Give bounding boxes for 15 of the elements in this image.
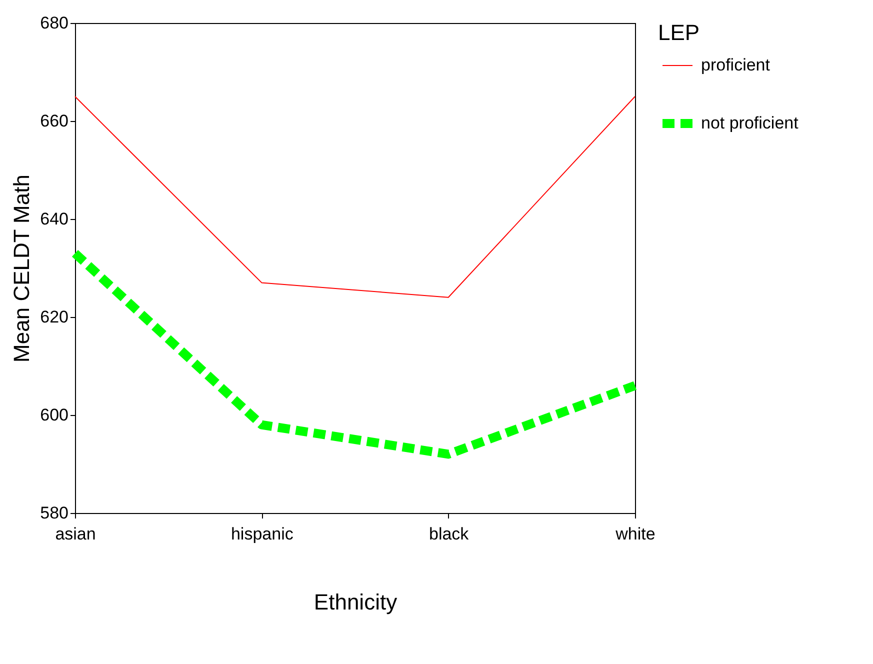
legend-label: proficient: [701, 56, 770, 74]
y-tick-label: 680: [40, 14, 68, 32]
x-tick-label: white: [614, 524, 656, 544]
y-tick-label: 660: [40, 112, 68, 130]
y-tick-label: 600: [40, 406, 68, 424]
legend-title: LEP: [658, 20, 700, 45]
y-axis-title: Mean CELDT Math: [9, 174, 34, 362]
x-tick-label: hispanic: [230, 524, 294, 544]
y-tick-label: 580: [40, 504, 68, 522]
legend-label: not proficient: [701, 114, 799, 132]
y-tick-label: 620: [40, 308, 68, 326]
x-axis-title: Ethnicity: [314, 590, 398, 614]
x-tick-label: black: [428, 524, 470, 544]
x-tick-label: asian: [55, 524, 96, 544]
y-tick-label: 640: [40, 210, 68, 228]
